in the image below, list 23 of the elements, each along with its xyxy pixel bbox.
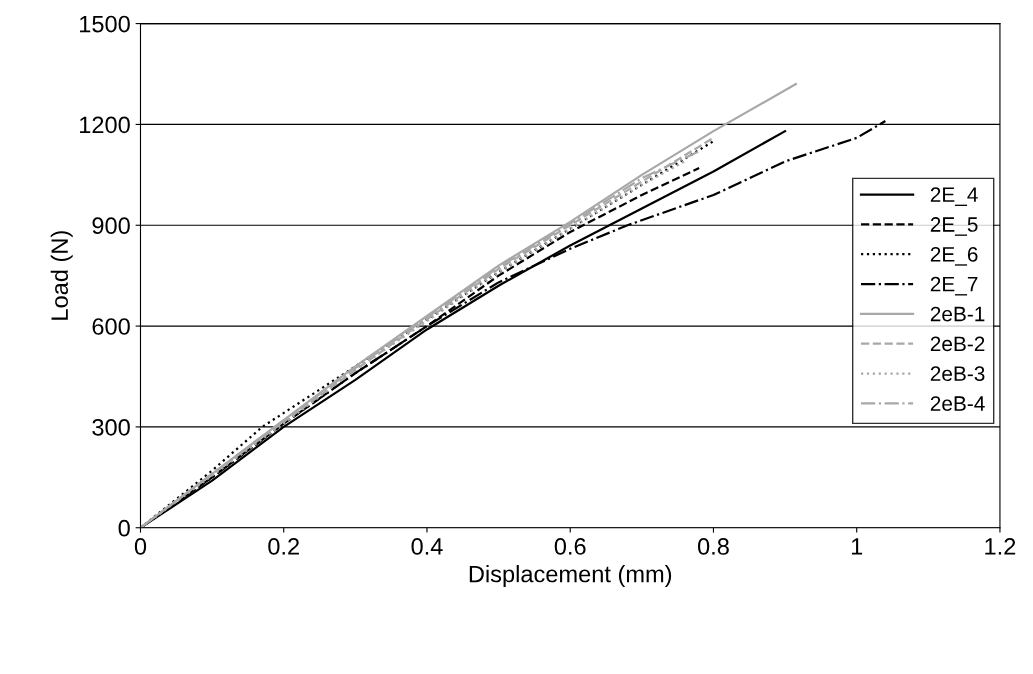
- x-tick-label: 0.4: [411, 538, 443, 555]
- legend-label: 2E_4: [930, 187, 978, 206]
- x-tick-label: 0.2: [268, 538, 299, 555]
- x-tick-label: 0.8: [697, 538, 729, 555]
- y-tick-label: 0: [118, 519, 130, 537]
- y-tick-label: 600: [92, 318, 130, 335]
- x-tick-label: 1.2: [985, 538, 1016, 555]
- legend-label: 2eB-1: [930, 306, 985, 322]
- legend-label: 2eB-2: [930, 336, 985, 352]
- legend-label: 2eB-4: [930, 396, 985, 411]
- x-tick-label: 1: [851, 538, 863, 555]
- x-axis-title: Displacement (mm): [469, 565, 672, 588]
- y-tick-label: 1500: [80, 15, 130, 33]
- x-tick-label: 0: [134, 538, 147, 555]
- legend-label: 2eB-3: [930, 366, 985, 382]
- y-tick-label: 300: [92, 418, 130, 436]
- y-tick-label: 1200: [80, 116, 130, 134]
- y-tick-label: 900: [92, 217, 130, 235]
- x-tick-label: 0.6: [554, 538, 586, 555]
- legend-label: 2E_7: [930, 276, 978, 296]
- legend-label: 2E_6: [930, 246, 978, 266]
- legend-label: 2E_5: [930, 217, 978, 236]
- y-axis-title: Load (N): [50, 231, 73, 320]
